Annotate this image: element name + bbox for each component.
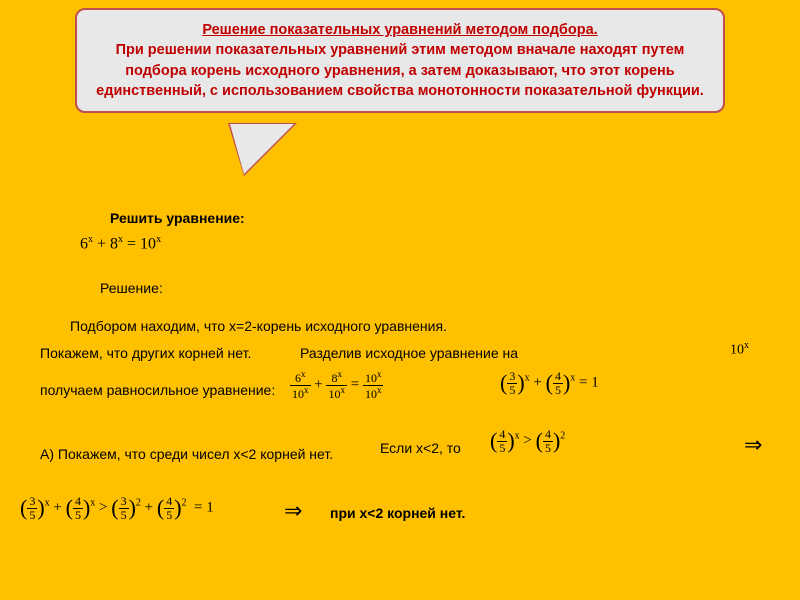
solution-label: Решение: — [100, 280, 163, 296]
line2a: Покажем, что других корней нет. — [40, 345, 251, 361]
implies1: ⇒ — [740, 432, 766, 458]
ineq2: (35)x + (45)x > (35)2 + (45)2 = 1 — [20, 495, 214, 521]
implies2: ⇒ — [280, 498, 306, 524]
ten-x: 10x — [730, 340, 749, 359]
lineA: А) Покажем, что среди чисел х<2 корней н… — [40, 446, 333, 462]
lineA2: Если х<2, то — [380, 440, 461, 456]
callout-title: Решение показательных уравнений методом … — [202, 22, 597, 38]
callout-box: Решение показательных уравнений методом … — [75, 8, 725, 113]
eq-fractions-1: 6x10x + 8x10x = 10x10x — [290, 370, 383, 400]
line-last: при х<2 корней нет. — [330, 505, 465, 521]
line3: получаем равносильное уравнение: — [40, 382, 275, 398]
callout-body: При решении показательных уравнений этим… — [96, 42, 704, 99]
eq-fractions-2: (35)x + (45)x = 1 — [500, 370, 599, 396]
main-equation: 6x + 8x = 10x — [80, 234, 161, 253]
line2b: Разделив исходное уравнение на — [300, 345, 518, 361]
ineq1: (45)x > (45)2 — [490, 428, 565, 454]
line1: Подбором находим, что х=2-корень исходно… — [70, 318, 447, 334]
solve-label: Решить уравнение: — [110, 210, 245, 226]
